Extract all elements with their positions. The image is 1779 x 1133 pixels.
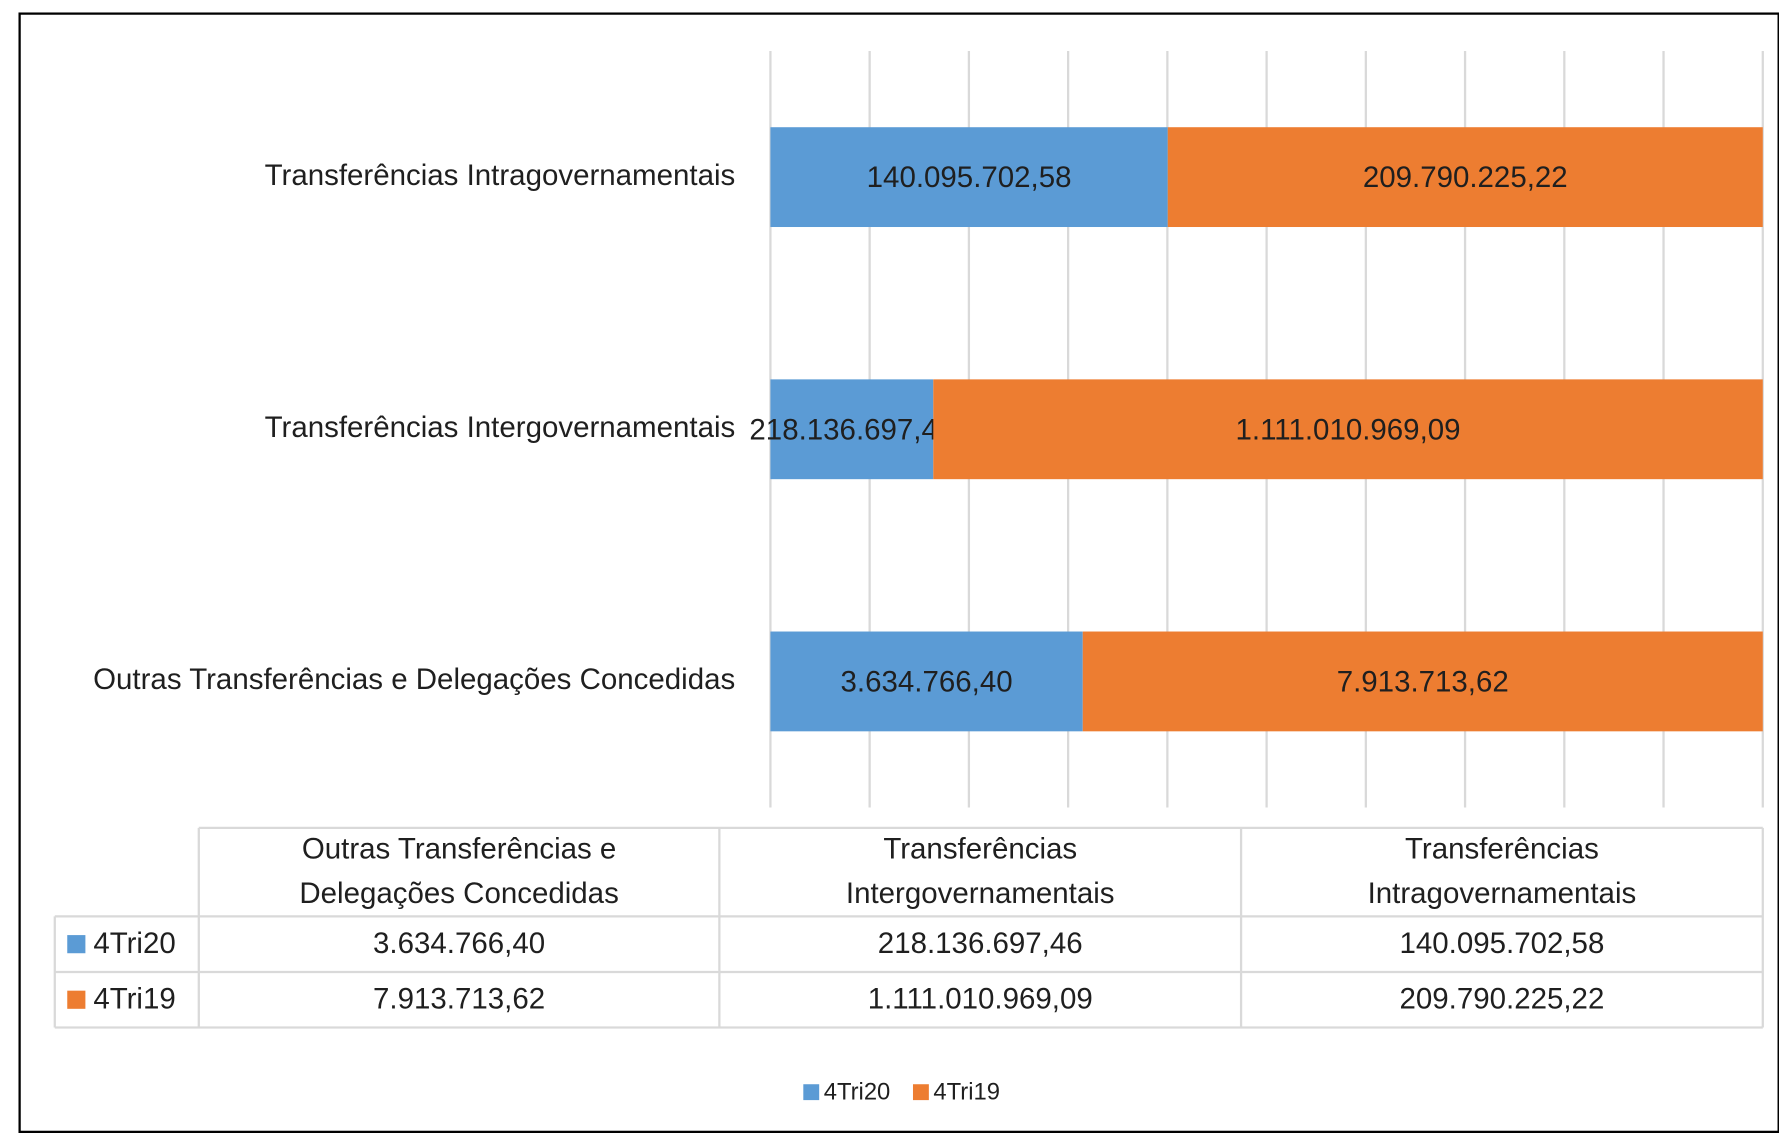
data-label: 209.790.225,22 bbox=[1363, 161, 1568, 194]
table-cell: 140.095.702,58 bbox=[1400, 927, 1605, 960]
data-label: 218.136.697,46 bbox=[749, 413, 954, 446]
bar-segment bbox=[770, 379, 934, 480]
category-label: Outras Transferências e Delegações Conce… bbox=[93, 663, 735, 696]
category-label: Transferências Intragovernamentais bbox=[265, 159, 736, 192]
data-label: 140.095.702,58 bbox=[867, 161, 1072, 194]
legend-key bbox=[67, 990, 86, 1009]
table-cell: 218.136.697,46 bbox=[878, 927, 1083, 960]
bar-segment bbox=[1167, 127, 1763, 228]
bar-segment bbox=[933, 379, 1763, 480]
data-label: 3.634.766,40 bbox=[841, 665, 1013, 698]
bar-segment bbox=[1082, 631, 1763, 732]
table-cell: 209.790.225,22 bbox=[1400, 983, 1605, 1016]
data-label: 7.913.713,62 bbox=[1337, 665, 1509, 698]
table-cell: 7.913.713,62 bbox=[373, 983, 545, 1016]
table-cell: 1.111.010.969,09 bbox=[868, 983, 1093, 1016]
legend: 4Tri20 4Tri19 bbox=[803, 1079, 1000, 1106]
bar-segment bbox=[770, 127, 1168, 228]
legend-key bbox=[67, 935, 86, 954]
bar-segment bbox=[770, 631, 1083, 732]
table-cell: 3.634.766,40 bbox=[373, 927, 545, 960]
table-series-name: 4Tri20 bbox=[93, 927, 175, 960]
table-series-name: 4Tri19 bbox=[93, 983, 175, 1016]
legend-label: 4Tri20 bbox=[824, 1079, 891, 1106]
table-header: Outras Transferências e Delegações Conced… bbox=[299, 832, 618, 909]
legend-label: 4Tri19 bbox=[933, 1079, 1000, 1106]
category-label: Transferências Intergovernamentais bbox=[265, 411, 736, 444]
table-header: Transferências Intragovernamentais bbox=[1368, 832, 1637, 909]
data-label: 1.111.010.969,09 bbox=[1236, 413, 1461, 446]
legend-key bbox=[803, 1084, 820, 1101]
data-table: Outras Transferências e Delegações Conced… bbox=[53, 826, 1764, 1029]
table-header: Transferências Intergovernamentais bbox=[846, 832, 1115, 909]
legend-key bbox=[912, 1084, 929, 1101]
